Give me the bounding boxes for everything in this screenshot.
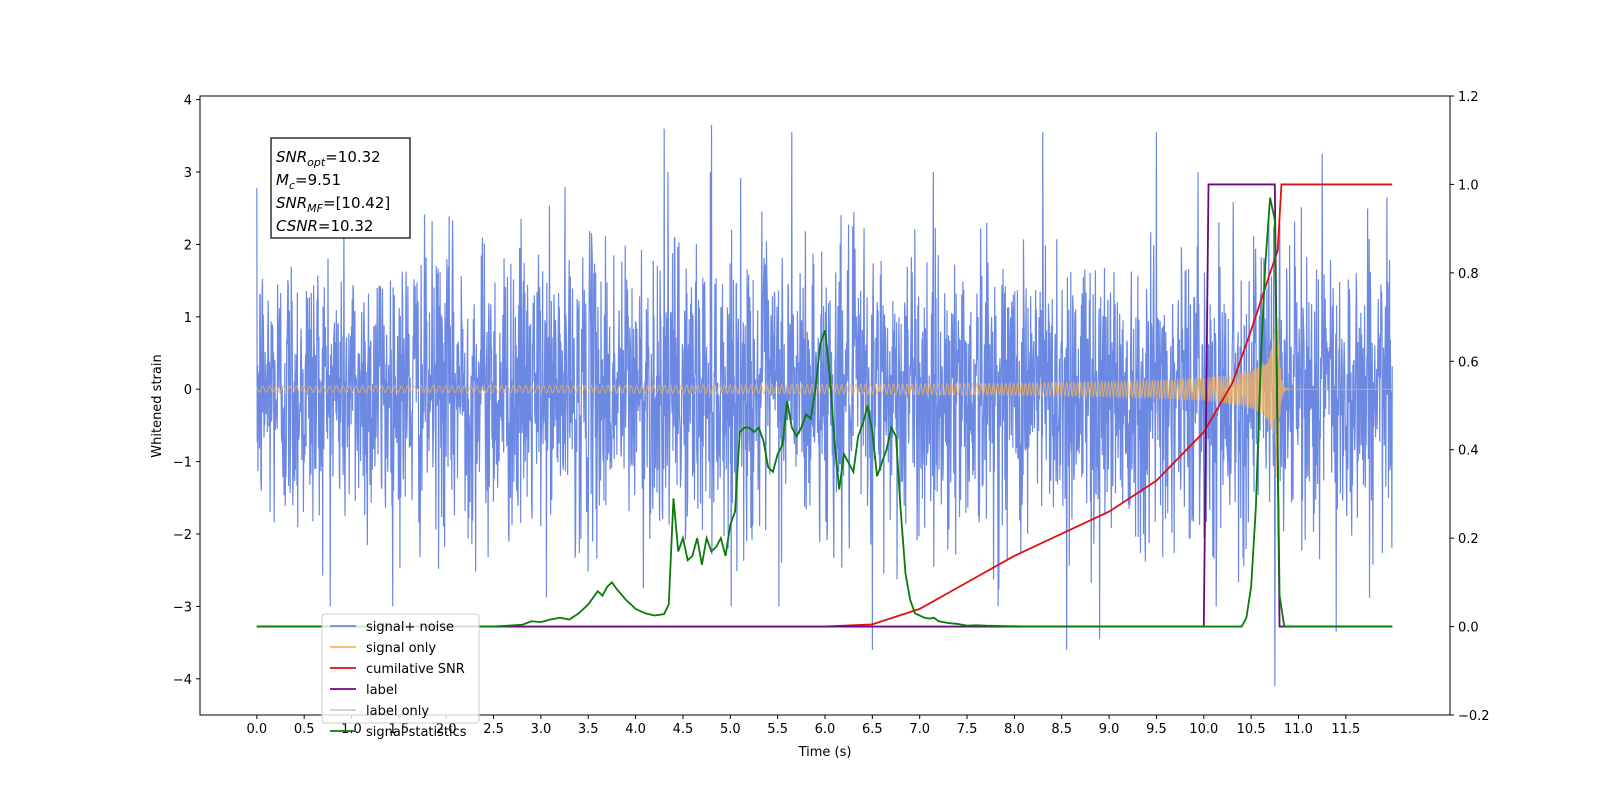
- x-tick-label: 9.0: [1099, 722, 1120, 737]
- y2-tick-label: −0.2: [1458, 709, 1490, 724]
- legend-label: label: [366, 683, 397, 698]
- x-tick-label: 2.5: [483, 722, 504, 737]
- x-tick-label: 5.0: [720, 722, 741, 737]
- x-tick-label: 9.5: [1146, 722, 1167, 737]
- legend: signal+ noise signal only cumilative SNR la…: [321, 613, 480, 740]
- series-signal-only-line: [256, 311, 1393, 478]
- x-tick-label: 4.0: [625, 722, 646, 737]
- x-tick-label: 7.5: [957, 722, 978, 737]
- y2-tick-label: 0.2: [1458, 532, 1479, 547]
- y-tick-label: −4: [173, 673, 192, 688]
- annotation-line: SNRopt=10.32: [276, 148, 381, 169]
- x-tick-label: 0.5: [294, 722, 315, 737]
- x-tick-label: 0.0: [246, 722, 267, 737]
- x-tick-label: 3.5: [578, 722, 599, 737]
- y-tick-label: 4: [184, 94, 192, 109]
- x-tick-label: 5.5: [767, 722, 788, 737]
- legend-label: cumilative SNR: [366, 662, 465, 677]
- x-tick-label: 3.0: [531, 722, 552, 737]
- y-tick-label: 2: [184, 238, 192, 253]
- y-tick-label: −1: [173, 456, 192, 471]
- x-tick-label: 10.5: [1237, 722, 1266, 737]
- x-tick-label: 11.5: [1331, 722, 1360, 737]
- x-axis: 0.0 0.5 1.0 1.5 2.0 2.5 3.0 3.5 4.0 4.5 5.0 5.5 6.0 6…: [246, 715, 1360, 737]
- y2-tick-label: 0.6: [1458, 355, 1479, 370]
- plot-area: [256, 124, 1393, 687]
- series-cumilative-snr-line: [824, 183, 1393, 628]
- series-signal-statistics-line: [256, 197, 1393, 628]
- y-tick-label: 3: [184, 166, 192, 181]
- x-tick-label: 1.5: [389, 722, 410, 737]
- series-signal-noise-line: [256, 124, 1393, 687]
- legend-label: label only: [366, 704, 429, 719]
- y2-tick-label: 1.2: [1458, 90, 1479, 105]
- x-tick-label: 6.5: [862, 722, 883, 737]
- x-tick-label: 7.0: [909, 722, 930, 737]
- y-tick-label: 1: [184, 311, 192, 326]
- y2-tick-label: 0.0: [1458, 621, 1479, 636]
- y2-tick-label: 0.8: [1458, 267, 1479, 282]
- annotation-frame: [270, 137, 411, 239]
- y-axis-label: Whitened strain: [150, 354, 165, 457]
- x-tick-label: 8.0: [1004, 722, 1025, 737]
- x-axis-label: Time (s): [798, 745, 852, 760]
- x-tick-label: 4.5: [673, 722, 694, 737]
- x-tick-label: 8.5: [1051, 722, 1072, 737]
- y-tick-label: 0: [184, 383, 192, 398]
- legend-label: signal+ noise: [366, 620, 454, 635]
- x-tick-label: 1.0: [341, 722, 362, 737]
- y2-tick-label: 1.0: [1458, 178, 1479, 193]
- annotation-line: SNRMF=[10.42]: [276, 194, 390, 215]
- legend-label: signal only: [366, 641, 436, 656]
- annotation-line: CSNR=10.32: [276, 217, 373, 235]
- y-tick-label: −3: [173, 600, 192, 615]
- y2-tick-label: 0.4: [1458, 444, 1479, 459]
- x-tick-label: 2.0: [436, 722, 457, 737]
- y-axis-left: −4 −3 −2 −1 0 1 2 3 4: [173, 94, 200, 688]
- x-tick-label: 10.0: [1189, 722, 1218, 737]
- y-tick-label: −2: [173, 528, 192, 543]
- legend-label: signal statistics: [366, 725, 467, 740]
- annotation-line: Mc=9.51: [276, 171, 341, 192]
- x-tick-label: 11.0: [1284, 722, 1313, 737]
- x-tick-label: 6.0: [815, 722, 836, 737]
- y-axis-right: −0.2 0.0 0.2 0.4 0.6 0.8 1.0 1.2: [1450, 90, 1490, 724]
- legend-frame: [321, 613, 480, 724]
